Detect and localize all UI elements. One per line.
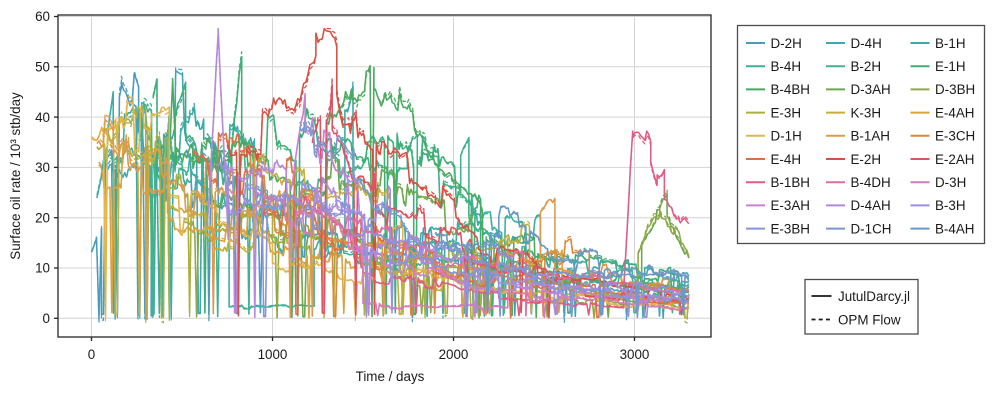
svg-text:E-4H: E-4H — [771, 152, 802, 167]
svg-text:E-3H: E-3H — [771, 105, 802, 120]
svg-text:E-2H: E-2H — [851, 152, 882, 167]
svg-text:B-1BH: B-1BH — [771, 175, 810, 190]
svg-text:E-3CH: E-3CH — [935, 129, 975, 144]
svg-text:D-1H: D-1H — [771, 129, 802, 144]
svg-text:40: 40 — [35, 110, 50, 125]
svg-text:D-4AH: D-4AH — [851, 198, 891, 213]
svg-text:E-3BH: E-3BH — [771, 221, 810, 236]
svg-text:K-3H: K-3H — [851, 105, 882, 120]
svg-text:E-4AH: E-4AH — [935, 105, 974, 120]
svg-text:10: 10 — [35, 261, 50, 276]
svg-text:E-2AH: E-2AH — [935, 152, 974, 167]
svg-text:D-4H: D-4H — [851, 36, 882, 51]
svg-text:OPM Flow: OPM Flow — [838, 312, 901, 327]
svg-text:E-3AH: E-3AH — [771, 198, 810, 213]
svg-text:B-4DH: B-4DH — [851, 175, 891, 190]
svg-text:D-3AH: D-3AH — [851, 82, 891, 97]
svg-text:1000: 1000 — [258, 347, 288, 362]
svg-text:20: 20 — [35, 210, 50, 225]
svg-text:B-4H: B-4H — [771, 59, 802, 74]
svg-text:B-4AH: B-4AH — [935, 221, 974, 236]
svg-text:Time / days: Time / days — [356, 369, 425, 384]
svg-text:D-3BH: D-3BH — [935, 82, 975, 97]
svg-text:0: 0 — [43, 311, 50, 326]
svg-text:30: 30 — [35, 160, 50, 175]
svg-text:B-4BH: B-4BH — [771, 82, 810, 97]
svg-text:B-1H: B-1H — [935, 36, 966, 51]
svg-text:D-2H: D-2H — [771, 36, 802, 51]
svg-text:0: 0 — [88, 347, 95, 362]
svg-text:2000: 2000 — [439, 347, 469, 362]
svg-text:B-3H: B-3H — [935, 198, 966, 213]
svg-text:50: 50 — [35, 60, 50, 75]
svg-text:JutulDarcy.jl: JutulDarcy.jl — [838, 289, 910, 304]
svg-text:D-1CH: D-1CH — [851, 221, 892, 236]
svg-text:B-2H: B-2H — [851, 59, 882, 74]
svg-text:60: 60 — [35, 9, 50, 24]
svg-text:3000: 3000 — [620, 347, 650, 362]
svg-text:B-1AH: B-1AH — [851, 129, 890, 144]
svg-text:E-1H: E-1H — [935, 59, 966, 74]
svg-text:D-3H: D-3H — [935, 175, 966, 190]
svg-text:Surface oil rate / 10³ stb/day: Surface oil rate / 10³ stb/day — [8, 92, 23, 260]
